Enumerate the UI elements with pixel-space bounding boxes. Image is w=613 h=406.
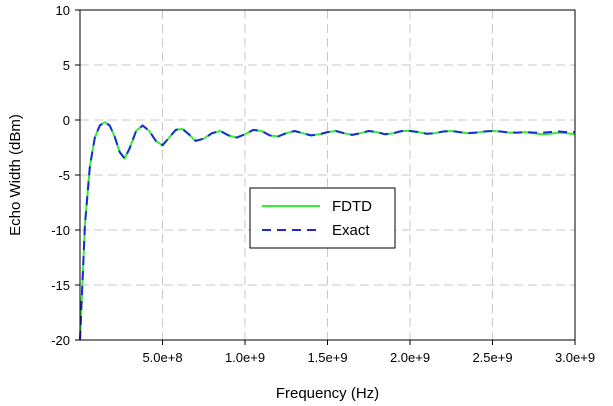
legend-label-exact: Exact	[332, 222, 370, 239]
y-tick-label: -10	[51, 223, 70, 238]
y-tick-label: 0	[63, 113, 70, 128]
series-line-exact	[79, 121, 575, 341]
x-tick-labels: 5.0e+8 1.0e+9 1.5e+9 2.0e+9 2.5e+9 3.0e+9	[142, 350, 595, 365]
x-tick-label: 5.0e+8	[142, 350, 182, 365]
legend-box	[249, 187, 396, 249]
x-tick-label: 1.5e+9	[307, 350, 347, 365]
axis-ticks	[75, 9, 576, 345]
y-tick-label: 10	[56, 3, 70, 18]
y-tick-label: -20	[51, 333, 70, 348]
legend-label-fdtd: FDTD	[332, 198, 372, 215]
series-lines	[79, 121, 576, 341]
x-tick-label: 1.0e+9	[225, 350, 265, 365]
y-tick-label: -5	[58, 168, 70, 183]
x-tick-label: 3.0e+9	[555, 350, 595, 365]
x-tick-label: 2.0e+9	[390, 350, 430, 365]
y-axis-title: Echo Width (dBm)	[7, 114, 24, 236]
grid-lines	[80, 10, 575, 340]
x-tick-label: 2.5e+9	[472, 350, 512, 365]
legend: FDTD Exact	[249, 187, 396, 249]
y-tick-labels: -20 -15 -10 -5 0 5 10	[51, 3, 70, 348]
y-tick-label: -15	[51, 278, 70, 293]
x-axis-title: Frequency (Hz)	[276, 385, 379, 402]
y-tick-label: 5	[63, 58, 70, 73]
